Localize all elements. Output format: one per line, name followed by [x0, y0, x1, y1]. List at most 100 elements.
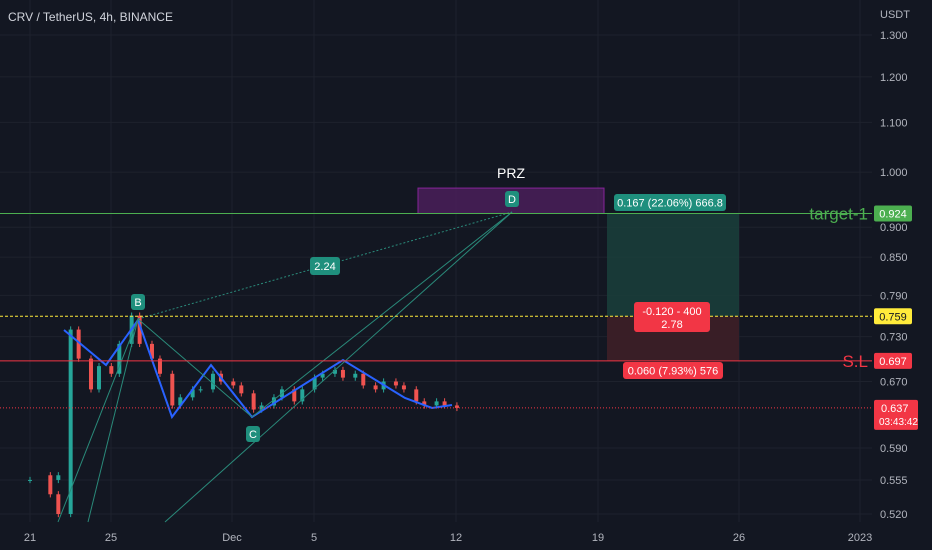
- level-price-tag: [874, 308, 912, 325]
- harmonic-pattern[interactable]: [57, 211, 513, 523]
- target-position-label-box: [614, 194, 726, 211]
- pattern-point-b-box: [131, 294, 145, 310]
- x-tick-label: 21: [24, 532, 36, 544]
- ab-leg: [87, 318, 139, 523]
- candle-body: [56, 475, 61, 480]
- candle-body: [251, 393, 256, 410]
- candle-body: [56, 494, 61, 514]
- candle-body: [414, 389, 419, 402]
- candle-body: [312, 377, 317, 390]
- xd-leg: [164, 211, 513, 523]
- stop-position-label: 0.060 (7.93%) 576: [628, 366, 719, 378]
- y-tick-label: 0.900: [880, 222, 908, 234]
- candle-body: [109, 366, 114, 374]
- candle-body: [76, 329, 81, 359]
- pattern-point-c-box: [246, 426, 260, 442]
- target-position-label: 0.167 (22.06%) 666.8: [617, 198, 723, 210]
- current-price-label: 0.637: [881, 403, 909, 415]
- x-tick-label: Dec: [222, 532, 242, 544]
- countdown-label: 03:43:42: [879, 417, 918, 428]
- ratio-label-box: [310, 257, 340, 275]
- current-price-tag: [874, 399, 918, 430]
- prz-label: PRZ: [497, 165, 525, 181]
- candle-body: [170, 373, 175, 406]
- candle-body: [149, 343, 154, 359]
- candle-body: [198, 389, 203, 391]
- y-tick-label: 1.100: [880, 117, 908, 129]
- bc-leg: [137, 318, 253, 418]
- candle-body: [48, 475, 53, 495]
- candle-body: [190, 389, 195, 398]
- pattern-point-d: D: [508, 194, 516, 206]
- candle-body: [340, 369, 345, 378]
- candle-body: [401, 385, 406, 390]
- x-tick-label: 19: [592, 532, 604, 544]
- candle-body: [393, 381, 398, 386]
- x-tick-label: 26: [733, 532, 745, 544]
- level-price-tag: [874, 352, 912, 369]
- candle-body: [68, 329, 73, 514]
- center-position-label-1: -0.120 - 400: [642, 306, 701, 318]
- candle-body: [442, 401, 447, 406]
- y-tick-label: 1.200: [880, 72, 908, 84]
- y-tick-label: 0.555: [880, 475, 908, 487]
- level-price-label: 0.759: [879, 311, 907, 323]
- stop-position-label-box: [623, 362, 723, 379]
- candle-body: [361, 373, 366, 386]
- candle-body: [210, 373, 215, 390]
- pattern-zigzag: [63, 317, 453, 420]
- level-name-label: target-1: [809, 204, 868, 223]
- candle-body: [117, 343, 122, 374]
- candle-body: [88, 358, 93, 390]
- candle-body: [231, 381, 236, 386]
- candle-body: [454, 405, 459, 408]
- candle-body: [239, 385, 244, 394]
- target-zone: [607, 213, 739, 317]
- candle-body: [96, 366, 101, 390]
- candle-body: [332, 369, 337, 374]
- level-name-label: S.L: [842, 352, 868, 371]
- candle-body: [178, 397, 183, 406]
- time-axis[interactable]: 21 25 Dec 5 12 19 26 2023: [24, 532, 872, 544]
- x-tick-label: 12: [450, 532, 462, 544]
- annotations-layer: B C D 2.24 PRZ 0.167 (22.06%) 666.8 -0.120 - 4…: [131, 165, 726, 442]
- candle-body: [137, 315, 142, 344]
- chart-grid: [0, 0, 872, 522]
- candle-body: [353, 373, 358, 378]
- pattern-point-b: B: [134, 297, 141, 309]
- level-price-tag: [874, 205, 912, 222]
- bd-ratio-line: [137, 211, 513, 320]
- level-price-label: 0.924: [879, 208, 907, 220]
- x-tick-label: 2023: [848, 532, 872, 544]
- chart-title: CRV / TetherUS, 4h, BINANCE: [8, 10, 173, 24]
- center-position-box: [634, 302, 710, 332]
- y-tick-label: 0.520: [880, 509, 908, 521]
- candle-body: [157, 358, 162, 374]
- candle-body: [292, 389, 297, 402]
- center-position-label-2: 2.78: [661, 319, 682, 331]
- currency-label: USDT: [880, 9, 910, 21]
- cd-leg: [251, 211, 513, 418]
- y-tick-label: 0.850: [880, 252, 908, 264]
- price-axis[interactable]: 1.300 1.200 1.100 1.000 0.900 0.850 0.790 0.730…: [880, 30, 908, 521]
- candle-body: [373, 385, 378, 390]
- candle-body: [300, 389, 305, 402]
- candle-body: [28, 479, 32, 481]
- x-tick-label: 5: [311, 532, 317, 544]
- candle-body: [434, 401, 439, 406]
- xb-leg: [57, 318, 139, 523]
- candle-body: [422, 401, 427, 406]
- ratio-label: 2.24: [314, 261, 335, 273]
- levels-layer: 0.924 target-1 0.759 0.697 S.L 0.637 03:43:42: [0, 204, 918, 430]
- pattern-point-c: C: [249, 429, 257, 441]
- y-tick-label: 1.300: [880, 30, 908, 42]
- y-tick-label: 0.590: [880, 443, 908, 455]
- y-tick-label: 0.730: [880, 332, 908, 344]
- candles-layer: [28, 312, 459, 518]
- y-tick-label: 0.670: [880, 377, 908, 389]
- candle-body: [320, 373, 325, 378]
- pattern-point-d-box: [505, 191, 519, 207]
- candle-body: [271, 397, 276, 406]
